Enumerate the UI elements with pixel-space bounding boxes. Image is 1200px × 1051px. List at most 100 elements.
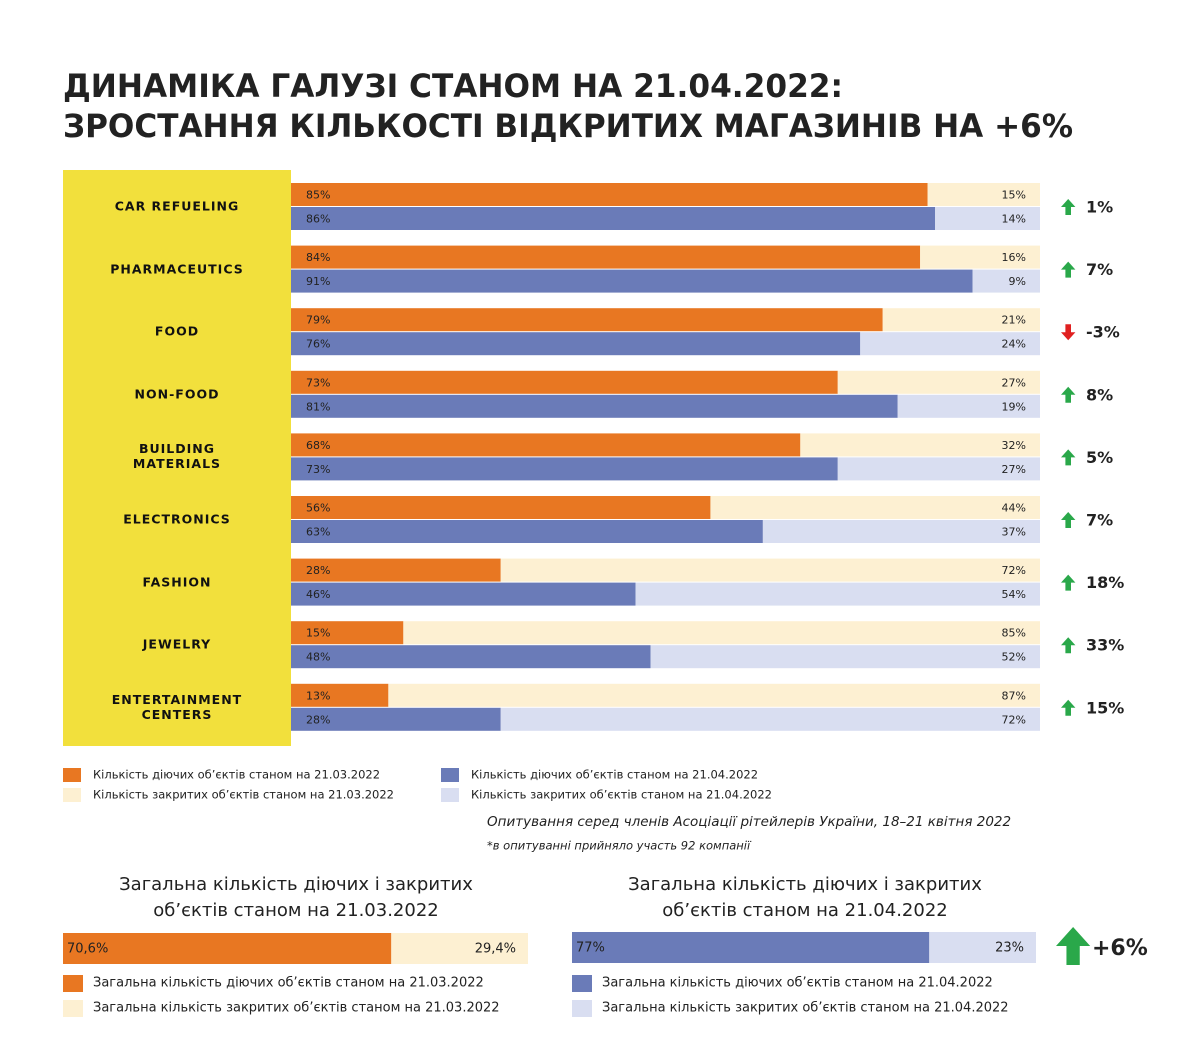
legend-swatch bbox=[441, 768, 459, 782]
category-label: JEWELRY bbox=[142, 636, 212, 652]
change-label: 7% bbox=[1086, 260, 1113, 279]
change-label: 5% bbox=[1086, 448, 1113, 467]
category-label: ELECTRONICS bbox=[123, 511, 231, 527]
value-label: 24% bbox=[1002, 338, 1026, 351]
bar-segment bbox=[291, 645, 651, 669]
legend-label: Загальна кількість закритих об’єктів ста… bbox=[93, 1001, 500, 1016]
bar-segment bbox=[710, 496, 1040, 519]
bar-segment bbox=[403, 621, 1041, 645]
value-label: 37% bbox=[1002, 526, 1026, 539]
bar-segment bbox=[291, 683, 389, 707]
bar-segment bbox=[635, 582, 1040, 606]
change-label: 33% bbox=[1086, 636, 1124, 655]
bar-segment bbox=[388, 683, 1040, 707]
value-label: 76% bbox=[306, 338, 330, 351]
bar-segment bbox=[291, 707, 501, 731]
bar-segment bbox=[291, 496, 711, 519]
change-label: 8% bbox=[1086, 385, 1113, 404]
value-label: 15% bbox=[1002, 189, 1026, 202]
legend-label: Загальна кількість діючих об’єктів стано… bbox=[93, 976, 484, 991]
bar-segment bbox=[500, 707, 1041, 731]
value-label: 15% bbox=[306, 627, 330, 640]
value-label: 86% bbox=[306, 213, 330, 226]
value-label: 87% bbox=[1002, 689, 1026, 702]
summary-bar bbox=[63, 933, 392, 964]
value-label: 73% bbox=[306, 463, 330, 476]
value-label: 28% bbox=[306, 564, 330, 577]
value-label: 91% bbox=[306, 275, 330, 288]
bar-segment bbox=[291, 183, 928, 206]
legend-swatch bbox=[63, 788, 81, 802]
change-label: -3% bbox=[1086, 323, 1120, 342]
bar-segment bbox=[972, 269, 1040, 293]
value-label: 14% bbox=[1002, 213, 1026, 226]
note: Опитування серед членів Асоціації рітейл… bbox=[487, 814, 1011, 830]
bar-segment bbox=[897, 394, 1040, 418]
bar-segment bbox=[291, 245, 921, 269]
value-label: 85% bbox=[306, 189, 330, 202]
summary-bar bbox=[391, 933, 528, 964]
value-label: 48% bbox=[306, 651, 330, 664]
value-label: 81% bbox=[306, 400, 330, 413]
change-arrow bbox=[1061, 699, 1076, 716]
bar-segment bbox=[291, 207, 936, 230]
change-label: 18% bbox=[1086, 573, 1124, 592]
change-arrow bbox=[1061, 386, 1076, 403]
value-label: 63% bbox=[306, 526, 330, 539]
value-label: 68% bbox=[306, 439, 330, 452]
legend-label: Кількість закритих об’єктів станом на 21… bbox=[93, 788, 394, 802]
value-label: 52% bbox=[1002, 651, 1026, 664]
bar-segment bbox=[837, 457, 1040, 481]
change-arrow bbox=[1061, 449, 1076, 466]
bar-segment bbox=[837, 370, 1040, 394]
summary-title: Загальна кількість діючих і закритих об’… bbox=[628, 874, 982, 921]
value-label: 32% bbox=[1002, 439, 1026, 452]
legend-label: Кількість діючих об’єктів станом на 21.0… bbox=[471, 768, 758, 782]
legend-swatch bbox=[63, 768, 81, 782]
value-label: 27% bbox=[1002, 376, 1026, 389]
change-label: 15% bbox=[1086, 698, 1124, 717]
value-label: 72% bbox=[1002, 713, 1026, 726]
bar-segment bbox=[762, 520, 1040, 543]
bar-segment bbox=[291, 394, 898, 418]
category-label: FASHION bbox=[142, 574, 212, 590]
category-label: PHARMACEUTICS bbox=[110, 261, 244, 277]
category-panel bbox=[63, 170, 291, 746]
summary-value-label: 77% bbox=[576, 941, 605, 956]
bar-segment bbox=[935, 207, 1040, 230]
change-arrow bbox=[1061, 637, 1076, 654]
value-label: 54% bbox=[1002, 588, 1026, 601]
bar-segment bbox=[291, 308, 883, 332]
legend-label: Кількість діючих об’єктів станом на 21.0… bbox=[93, 768, 380, 782]
value-label: 72% bbox=[1002, 564, 1026, 577]
bar-segment bbox=[291, 433, 801, 457]
summary-bar bbox=[572, 932, 930, 963]
legend-label: Загальна кількість закритих об’єктів ста… bbox=[602, 1001, 1009, 1016]
value-label: 27% bbox=[1002, 463, 1026, 476]
bar-segment bbox=[291, 520, 763, 543]
summary-change-arrow bbox=[1056, 927, 1091, 965]
change-arrow bbox=[1061, 574, 1076, 591]
summary-bar bbox=[929, 932, 1036, 963]
legend-swatch bbox=[572, 1000, 592, 1017]
legend-label: Кількість закритих об’єктів станом на 21… bbox=[471, 788, 772, 802]
title: ЗРОСТАННЯ КІЛЬКОСТІ ВІДКРИТИХ МАГАЗИНІВ … bbox=[63, 107, 1073, 145]
summary-title: Загальна кількість діючих і закритих об’… bbox=[119, 874, 473, 921]
value-label: 73% bbox=[306, 376, 330, 389]
bar-segment bbox=[800, 433, 1040, 457]
value-label: 21% bbox=[1002, 314, 1026, 327]
bar-segment bbox=[882, 308, 1040, 332]
value-label: 46% bbox=[306, 588, 330, 601]
bar-segment bbox=[291, 558, 501, 582]
category-label: NON-FOOD bbox=[134, 386, 220, 402]
title: ДИНАМІКА ГАЛУЗІ СТАНОМ НА 21.04.2022: bbox=[63, 67, 843, 105]
summary-value-label: 70,6% bbox=[67, 942, 108, 957]
bar-segment bbox=[500, 558, 1041, 582]
change-arrow bbox=[1061, 324, 1076, 341]
bar-segment bbox=[920, 245, 1040, 269]
bar-segment bbox=[860, 332, 1040, 356]
summary-value-label: 29,4% bbox=[475, 942, 516, 957]
note: *в опитуванні прийняло участь 92 компані… bbox=[487, 839, 752, 853]
change-arrow bbox=[1061, 512, 1076, 528]
